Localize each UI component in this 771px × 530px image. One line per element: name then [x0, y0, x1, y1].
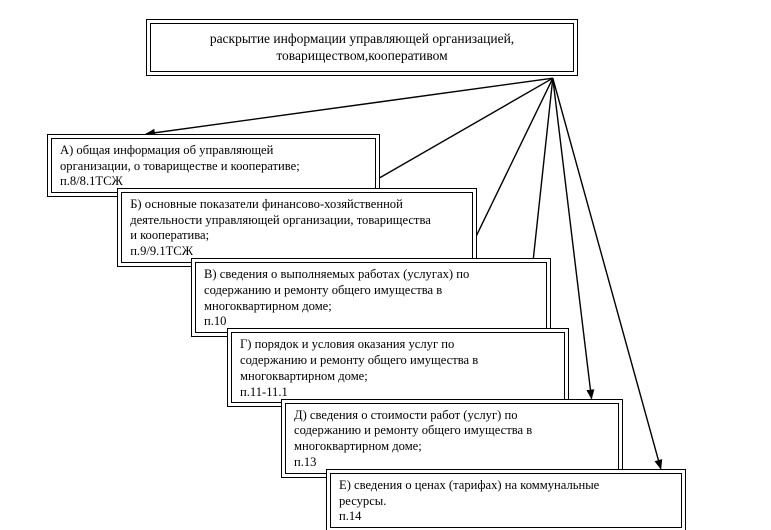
node-a-line1: А) общая информация об управляющей — [60, 143, 273, 157]
node-d-line3: многоквартирном доме; — [294, 439, 422, 453]
node-b-line1: Б) основные показатели финансово-хозяйст… — [130, 197, 403, 211]
node-b-line3: и кооператива; — [130, 228, 209, 242]
node-v-line1: В) сведения о выполняемых работах (услуг… — [204, 267, 469, 281]
node-b-line2: деятельности управляющей организации, то… — [130, 213, 431, 227]
root-line1: раскрытие информации управляющей организ… — [210, 31, 514, 46]
root-line2: товариществом,кооперативом — [276, 48, 447, 63]
node-b-inner: Б) основные показатели финансово-хозяйст… — [121, 192, 473, 263]
node-g-line4: п.11-11.1 — [240, 385, 288, 399]
node-e: Е) сведения о ценах (тарифах) на коммуна… — [326, 469, 686, 530]
node-d-line4: п.13 — [294, 455, 316, 469]
node-g-line2: содержанию и ремонту общего имущества в — [240, 353, 478, 367]
node-d-line1: Д) сведения о стоимости работ (услуг) по — [294, 408, 518, 422]
node-g-inner: Г) порядок и условия оказания услуг по с… — [231, 332, 565, 403]
node-a-line2: организации, о товариществе и кооператив… — [60, 159, 300, 173]
node-v-line4: п.10 — [204, 314, 226, 328]
node-v-inner: В) сведения о выполняемых работах (услуг… — [195, 262, 547, 333]
node-g-line1: Г) порядок и условия оказания услуг по — [240, 337, 454, 351]
node-a-inner: А) общая информация об управляющей орган… — [51, 138, 376, 193]
node-d-line2: содержанию и ремонту общего имущества в — [294, 423, 532, 437]
node-v-line3: многоквартирном доме; — [204, 299, 332, 313]
node-v-line2: содержанию и ремонту общего имущества в — [204, 283, 442, 297]
node-d-inner: Д) сведения о стоимости работ (услуг) по… — [285, 403, 619, 474]
root-inner: раскрытие информации управляющей организ… — [150, 23, 574, 72]
root-box: раскрытие информации управляющей организ… — [146, 19, 578, 76]
node-v: В) сведения о выполняемых работах (услуг… — [191, 258, 551, 337]
node-e-line3: п.14 — [339, 509, 361, 523]
node-g: Г) порядок и условия оказания услуг по с… — [227, 328, 569, 407]
node-e-line1: Е) сведения о ценах (тарифах) на коммуна… — [339, 478, 599, 492]
node-g-line3: многоквартирном доме; — [240, 369, 368, 383]
node-e-line2: ресурсы. — [339, 494, 386, 508]
node-b: Б) основные показатели финансово-хозяйст… — [117, 188, 477, 267]
node-b-line4: п.9/9.1ТСЖ — [130, 244, 193, 258]
node-e-inner: Е) сведения о ценах (тарифах) на коммуна… — [330, 473, 682, 528]
node-a-line3: п.8/8.1ТСЖ — [60, 174, 123, 188]
node-d: Д) сведения о стоимости работ (услуг) по… — [281, 399, 623, 478]
